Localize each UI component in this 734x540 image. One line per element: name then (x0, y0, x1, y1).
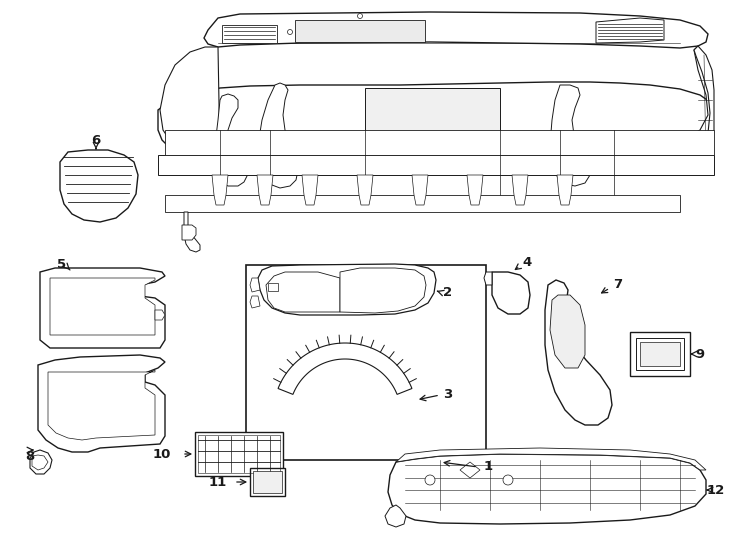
Bar (253, 471, 282, 493)
Polygon shape (512, 175, 528, 205)
Bar (195, 432, 283, 476)
Text: 6: 6 (91, 133, 101, 146)
Text: 12: 12 (707, 483, 725, 496)
Polygon shape (250, 278, 260, 292)
Polygon shape (212, 94, 248, 186)
Polygon shape (212, 175, 228, 205)
Circle shape (357, 14, 363, 18)
Polygon shape (158, 82, 712, 163)
Polygon shape (278, 343, 412, 394)
Polygon shape (257, 175, 273, 205)
Polygon shape (38, 355, 165, 452)
Polygon shape (550, 85, 590, 186)
Polygon shape (550, 295, 585, 368)
Polygon shape (340, 268, 426, 313)
Polygon shape (155, 310, 165, 320)
Text: 8: 8 (26, 449, 34, 462)
Circle shape (425, 475, 435, 485)
Bar (250, 468, 285, 496)
Polygon shape (48, 370, 155, 440)
Polygon shape (492, 272, 530, 314)
Polygon shape (32, 455, 48, 470)
Polygon shape (396, 448, 706, 470)
Polygon shape (165, 130, 714, 155)
Polygon shape (258, 83, 298, 188)
Polygon shape (557, 175, 573, 205)
Text: 9: 9 (695, 348, 705, 361)
Polygon shape (385, 505, 406, 527)
Circle shape (503, 475, 513, 485)
Bar (630, 332, 690, 376)
Polygon shape (680, 46, 714, 165)
Bar (268, 283, 278, 291)
Bar (295, 20, 425, 42)
Polygon shape (60, 150, 138, 222)
Polygon shape (620, 46, 712, 162)
Polygon shape (160, 47, 220, 160)
Polygon shape (204, 12, 708, 48)
Text: 3: 3 (443, 388, 453, 402)
Polygon shape (460, 462, 480, 478)
Polygon shape (365, 88, 500, 158)
Text: 10: 10 (153, 448, 171, 461)
Polygon shape (412, 175, 428, 205)
Polygon shape (357, 175, 373, 205)
Polygon shape (182, 225, 196, 240)
Polygon shape (302, 175, 318, 205)
Polygon shape (596, 18, 664, 43)
Bar (198, 435, 280, 473)
Polygon shape (545, 280, 612, 425)
Polygon shape (388, 454, 706, 524)
Bar (222, 25, 277, 43)
Polygon shape (484, 272, 492, 285)
Text: 2: 2 (443, 286, 453, 299)
Polygon shape (30, 450, 52, 474)
Polygon shape (250, 296, 260, 308)
Polygon shape (158, 155, 714, 175)
Text: 1: 1 (484, 461, 493, 474)
Polygon shape (467, 175, 483, 205)
Bar (640, 342, 680, 366)
Circle shape (288, 30, 293, 35)
Text: 5: 5 (57, 258, 67, 271)
Polygon shape (50, 278, 155, 335)
Polygon shape (184, 212, 200, 252)
Polygon shape (165, 195, 680, 212)
Bar (246, 265, 486, 460)
Polygon shape (266, 272, 340, 312)
Polygon shape (40, 268, 165, 348)
Polygon shape (258, 264, 436, 315)
Text: 4: 4 (523, 255, 531, 268)
Text: 7: 7 (614, 279, 622, 292)
Text: 11: 11 (209, 476, 227, 489)
Bar (636, 338, 684, 370)
